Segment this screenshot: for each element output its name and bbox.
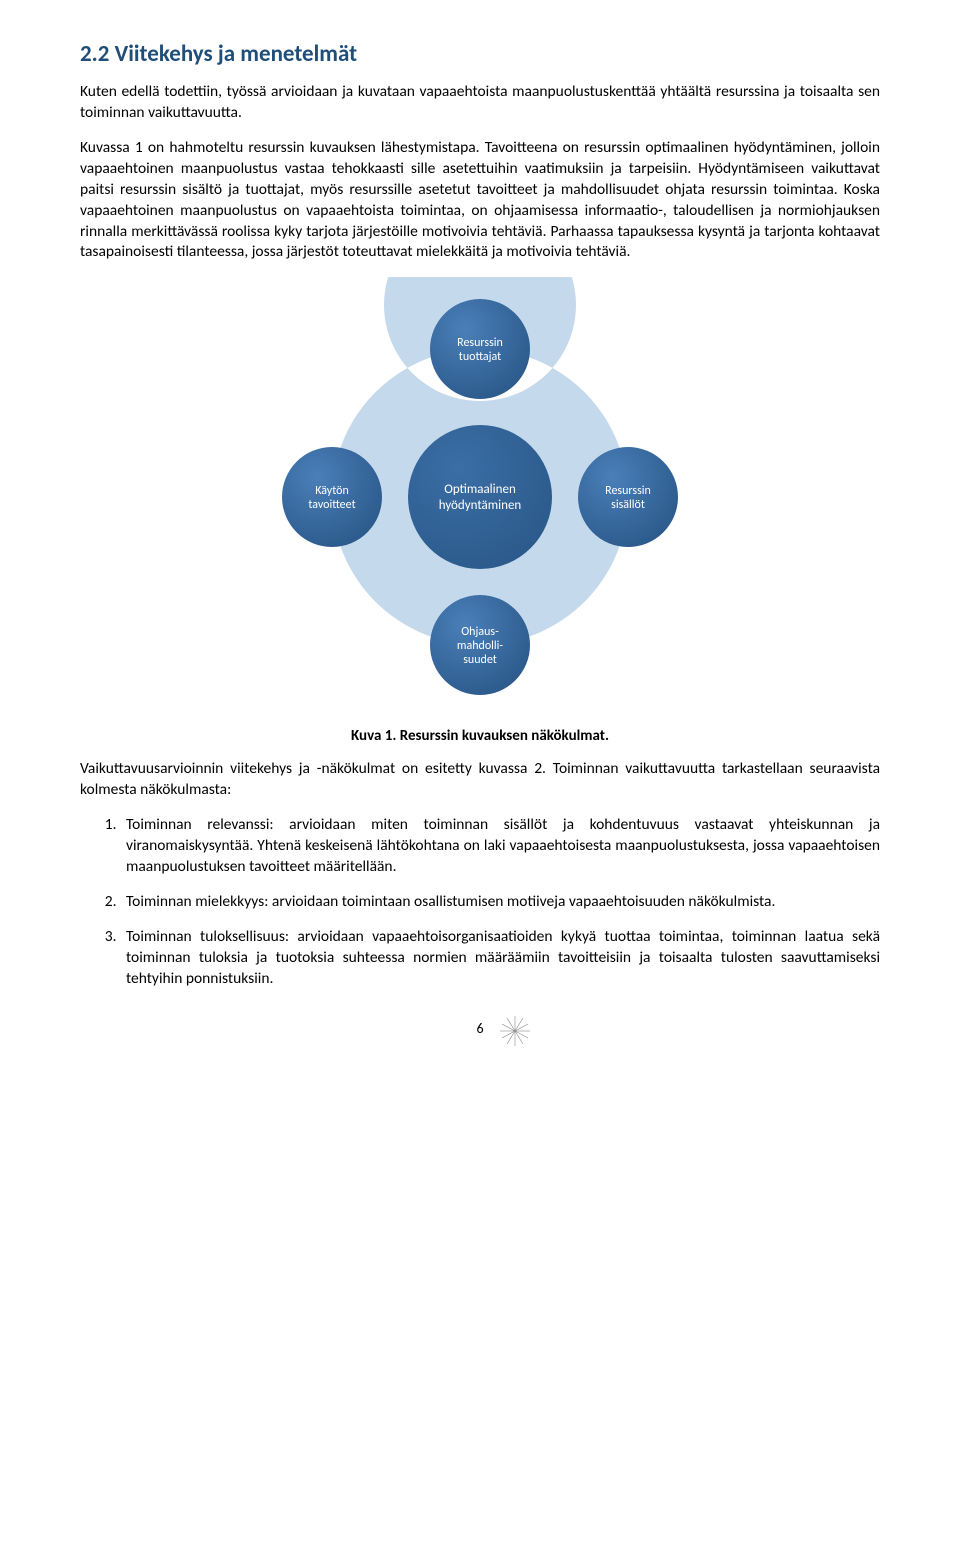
svg-text:Optimaalinenhyödyntäminen: Optimaalinenhyödyntäminen — [439, 482, 522, 513]
list-item: Toiminnan tuloksellisuus: arvioidaan vap… — [120, 927, 880, 990]
svg-text:Resurssintuottajat: Resurssintuottajat — [457, 336, 503, 364]
svg-text:Ohjaus-mahdolli-suudet: Ohjaus-mahdolli-suudet — [457, 625, 504, 667]
intro-paragraph: Kuten edellä todettiin, työssä arvioidaa… — [80, 82, 880, 124]
section-heading: 2.2 Viitekehys ja menetelmät — [80, 40, 880, 68]
figure-1-caption: Kuva 1. Resurssin kuvauksen näkökulmat. — [80, 727, 880, 745]
list-item: Toiminnan mielekkyys: arvioidaan toimint… — [120, 892, 880, 913]
framework-intro-paragraph: Vaikuttavuusarvioinnin viitekehys ja -nä… — [80, 759, 880, 801]
page-ornament-icon — [498, 1014, 532, 1048]
svg-text:Käytöntavoitteet: Käytöntavoitteet — [308, 484, 355, 512]
page-number: 6 — [80, 1020, 880, 1037]
perspective-list: Toiminnan relevanssi: arvioidaan miten t… — [80, 815, 880, 989]
page-number-value: 6 — [476, 1020, 483, 1037]
figure-1-diagram: Optimaalinenhyödyntäminen Resurssintuotta… — [80, 277, 880, 717]
list-item: Toiminnan relevanssi: arvioidaan miten t… — [120, 815, 880, 878]
resource-diagram-svg: Optimaalinenhyödyntäminen Resurssintuotta… — [260, 277, 700, 717]
framework-paragraph: Kuvassa 1 on hahmoteltu resurssin kuvauk… — [80, 138, 880, 264]
svg-text:Resurssinsisällöt: Resurssinsisällöt — [605, 484, 651, 512]
